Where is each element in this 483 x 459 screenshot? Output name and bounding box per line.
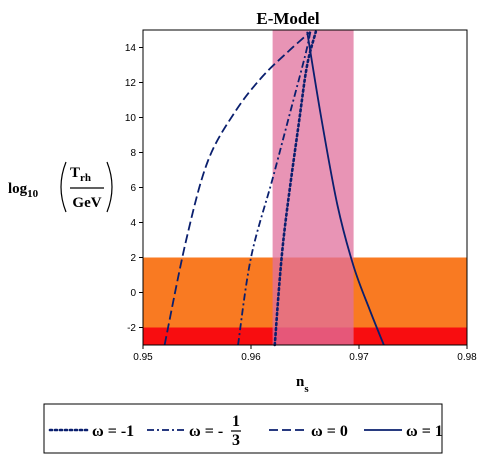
y-tick-label: 0 (130, 288, 136, 299)
legend-item-series-omega-minus-third: ω = - 1 3 (147, 413, 241, 449)
svg-text:log10: log10 (8, 181, 39, 200)
x-tick-label: 0.95 (133, 352, 153, 363)
series-omega-0 (163, 31, 311, 346)
legend-label: ω = -1 (92, 423, 134, 440)
y-tick-label: 10 (125, 113, 137, 124)
y-label-numerator: T (70, 165, 80, 181)
x-tick-label: 0.97 (349, 352, 369, 363)
y-label-denominator: GeV (72, 195, 101, 211)
legend-label: ω = - (189, 423, 223, 440)
y-tick-label: -2 (127, 323, 136, 334)
shaded-regions (143, 30, 467, 345)
y-label-prefix: log (8, 181, 28, 197)
y-tick-label: 14 (125, 43, 137, 54)
y-tick-label: 12 (125, 78, 137, 89)
svg-text:Trh: Trh (70, 165, 91, 184)
legend-fraction-numerator: 1 (232, 413, 240, 430)
legend-label: ω = 0 (311, 423, 348, 440)
shaded-region-3 (272, 30, 354, 345)
x-tick-label: 0.96 (241, 352, 261, 363)
legend-item-series-omega-1: ω = 1 (364, 423, 443, 440)
chart-title: E-Model (256, 9, 320, 28)
legend-item-series-omega-0: ω = 0 (269, 423, 348, 440)
legend-label: ω = 1 (406, 423, 443, 440)
y-label-numerator-sub: rh (80, 172, 91, 184)
y-tick-label: 8 (130, 148, 136, 159)
y-tick-label: 6 (130, 183, 136, 194)
x-tick-label: 0.98 (457, 352, 477, 363)
legend-item-series-omega-minus-1: ω = -1 (48, 423, 134, 440)
y-label-paren-left (60, 161, 67, 213)
y-tick-label: 2 (130, 253, 136, 264)
y-label-prefix-sub: 10 (27, 188, 39, 200)
y-axis-label: log10 Trh GeV (8, 161, 113, 213)
y-label-paren-right (106, 161, 113, 213)
x-axis-label: ns (296, 374, 309, 395)
y-tick-label: 4 (130, 218, 136, 229)
series-omega-minus-third (237, 31, 312, 346)
series-omega-1 (306, 31, 385, 346)
legend-fraction-denominator: 3 (232, 432, 240, 449)
series-omega-minus-1 (273, 30, 318, 347)
series-layer (163, 30, 385, 347)
legend-box (43, 403, 443, 454)
axis-ticks: 0.95 0.96 0.97 0.98 -2 0 2 4 6 8 10 12 14 (125, 43, 477, 363)
